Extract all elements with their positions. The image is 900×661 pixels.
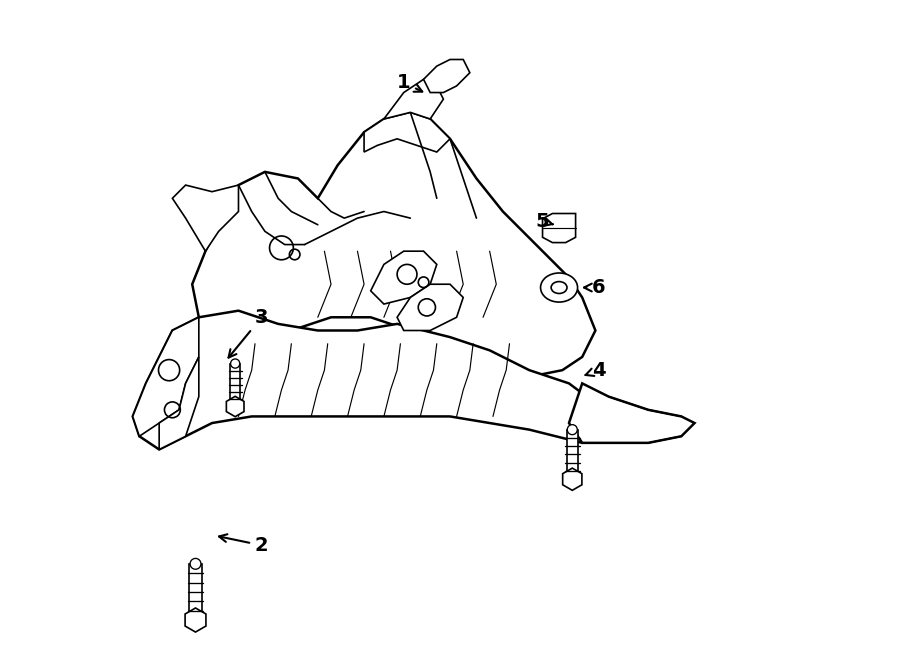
Circle shape	[567, 424, 577, 435]
Polygon shape	[193, 112, 596, 377]
Polygon shape	[132, 317, 199, 436]
Circle shape	[190, 559, 201, 569]
Text: 6: 6	[584, 278, 606, 297]
Polygon shape	[190, 564, 202, 620]
Polygon shape	[397, 284, 464, 330]
Text: 3: 3	[229, 308, 268, 358]
Polygon shape	[567, 430, 578, 479]
Text: 2: 2	[219, 534, 268, 555]
Polygon shape	[371, 251, 436, 304]
Text: 4: 4	[586, 361, 606, 379]
Text: 1: 1	[397, 73, 422, 92]
Polygon shape	[185, 608, 206, 632]
Polygon shape	[132, 311, 608, 449]
Text: 5: 5	[536, 212, 553, 231]
Polygon shape	[562, 468, 582, 490]
Polygon shape	[569, 383, 695, 443]
Ellipse shape	[551, 282, 567, 293]
Polygon shape	[424, 59, 470, 93]
Polygon shape	[173, 185, 238, 251]
Polygon shape	[543, 214, 576, 243]
Polygon shape	[230, 364, 240, 407]
Ellipse shape	[541, 273, 578, 302]
Polygon shape	[364, 112, 450, 152]
Polygon shape	[227, 397, 244, 416]
Circle shape	[230, 359, 239, 368]
Polygon shape	[384, 79, 444, 119]
Polygon shape	[159, 357, 199, 449]
